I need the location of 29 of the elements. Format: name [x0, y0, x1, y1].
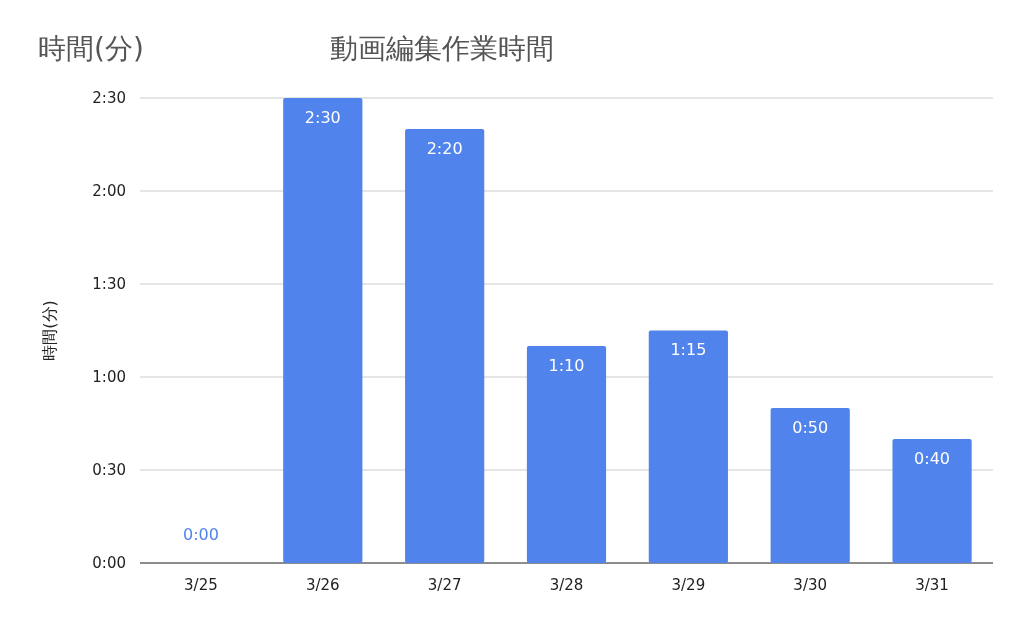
- y-tick-label: 0:00: [92, 553, 126, 572]
- y-tick-label: 2:30: [92, 88, 126, 107]
- x-tick-label: 3/30: [793, 575, 828, 594]
- y-tick-label: 1:30: [92, 274, 126, 293]
- x-tick-label: 3/26: [305, 575, 340, 594]
- bar: [405, 129, 485, 563]
- x-tick-label: 3/29: [671, 575, 706, 594]
- bar: [648, 330, 728, 563]
- text: 時間(分): [38, 32, 144, 65]
- x-tick-label: 3/31: [915, 575, 949, 594]
- x-tick-label: 3/25: [184, 575, 218, 594]
- data-label: 0:40: [914, 448, 951, 468]
- data-label: 2:30: [304, 107, 341, 127]
- data-label: 2:20: [426, 138, 463, 158]
- y-tick-label: 0:30: [92, 460, 126, 479]
- x-tick-label: 3/28: [549, 575, 584, 594]
- bar: [892, 439, 972, 563]
- data-label: 1:15: [670, 340, 707, 359]
- y-tick-label: 1:00: [92, 367, 126, 386]
- bar: [526, 346, 607, 563]
- data-label: 0:50: [792, 417, 829, 437]
- data-label: 0:00: [182, 524, 219, 544]
- y-axis-title: 時間(分): [39, 300, 59, 361]
- bar: [283, 98, 363, 563]
- x-tick-label: 3/27: [427, 575, 462, 594]
- chart-title: 動画編集作業時間: [330, 32, 554, 65]
- data-label: 1:10: [548, 355, 585, 375]
- y-tick-label: 2:00: [92, 181, 126, 200]
- bar: [770, 408, 850, 563]
